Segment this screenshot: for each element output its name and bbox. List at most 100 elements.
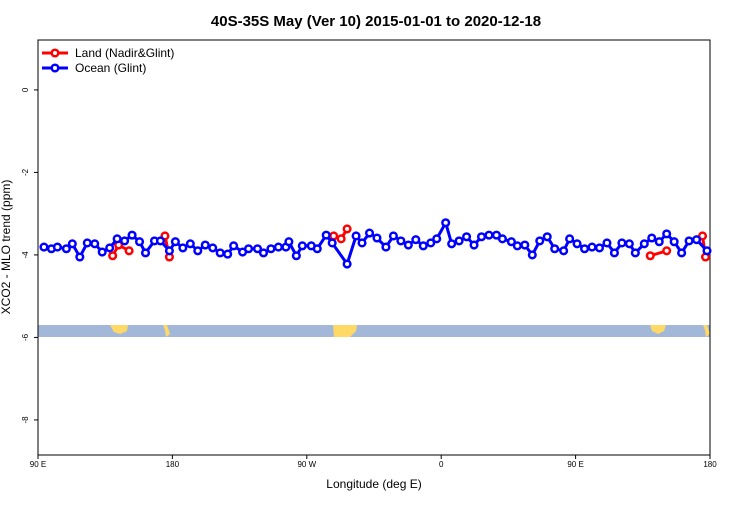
data-point [336, 234, 346, 244]
y-tick-label: 0 [21, 87, 30, 92]
data-point [654, 237, 664, 247]
data-point [572, 239, 582, 249]
data-point [90, 239, 100, 249]
data-point [342, 224, 352, 234]
data-point [82, 238, 92, 248]
data-point [39, 242, 49, 252]
land-patch [703, 325, 710, 337]
data-point [321, 230, 331, 240]
data-point [396, 236, 406, 246]
data-point [497, 234, 507, 244]
data-point [258, 248, 269, 258]
legend-marker [50, 48, 60, 58]
x-tick-label: 90 W [297, 460, 316, 469]
x-tick-label: 180 [703, 460, 717, 469]
data-point [297, 241, 307, 251]
data-point [155, 236, 166, 246]
data-point [462, 232, 472, 242]
y-tick-label: -6 [21, 333, 30, 341]
data-point [200, 240, 210, 250]
data-point [491, 230, 502, 240]
data-point [266, 244, 276, 254]
data-point [215, 248, 225, 258]
data-point [542, 232, 552, 242]
data-point [565, 234, 575, 244]
data-point [342, 259, 352, 269]
data-point [193, 246, 203, 256]
data-point [697, 231, 708, 241]
data-point [447, 239, 457, 249]
x-tick-label: 90 E [30, 460, 46, 469]
x-axis-label: Longitude (deg E) [326, 477, 421, 491]
data-point [97, 247, 107, 257]
data-point [252, 244, 263, 254]
data-point [134, 237, 145, 247]
data-point [61, 244, 71, 254]
data-point [178, 243, 188, 253]
x-tick-label: 180 [166, 460, 180, 469]
ocean-band [38, 325, 710, 337]
data-point [112, 234, 122, 244]
y-tick-label: -4 [21, 251, 30, 259]
data-point [411, 235, 421, 245]
data-point [432, 234, 442, 244]
data-point [127, 230, 137, 240]
data-point [124, 246, 134, 256]
x-tick-label: 90 E [567, 460, 583, 469]
land-patch [110, 325, 128, 334]
data-point [108, 251, 118, 261]
data-point [105, 243, 115, 253]
data-point [669, 237, 679, 247]
data-point [441, 218, 451, 228]
data-point [372, 233, 382, 243]
data-point [609, 248, 619, 258]
data-point [208, 243, 218, 253]
data-point [52, 242, 62, 252]
legend-label: Land (Nadir&Glint) [75, 46, 174, 60]
data-point [357, 238, 367, 248]
data-point [624, 239, 634, 249]
data-point [67, 239, 77, 249]
data-point [580, 244, 590, 254]
chart-title: 40S-35S May (Ver 10) 2015-01-01 to 2020-… [211, 13, 541, 30]
data-point [677, 248, 687, 258]
data-point [284, 237, 294, 247]
land-patch [333, 325, 357, 337]
data-point [484, 230, 494, 240]
land-patch [650, 325, 666, 334]
data-point [327, 238, 337, 248]
data-point [527, 250, 537, 260]
data-point [244, 244, 254, 254]
data-point [418, 241, 428, 251]
y-tick-label: -8 [21, 416, 30, 424]
data-point [639, 239, 649, 249]
data-point [630, 248, 640, 258]
data-point [170, 237, 180, 247]
data-point [229, 241, 239, 251]
data-point [140, 248, 151, 258]
data-point [645, 251, 655, 261]
data-point [223, 249, 233, 259]
data-point [702, 246, 712, 256]
data-point [647, 233, 657, 243]
data-point [364, 228, 375, 238]
data-point [535, 236, 545, 246]
data-point [594, 243, 605, 253]
map-strip [38, 325, 710, 337]
data-point [662, 246, 672, 256]
data-point [75, 252, 85, 262]
data-point [312, 244, 322, 254]
data-point [684, 236, 694, 246]
data-point [550, 244, 560, 254]
y-axis-label: XCO2 - MLO trend (ppm) [0, 180, 13, 315]
data-point [120, 236, 130, 246]
data-point [476, 232, 487, 242]
land-patch [163, 325, 170, 337]
data-point [291, 251, 301, 261]
data-point [329, 231, 339, 241]
data-point [454, 236, 464, 246]
legend-marker [50, 63, 60, 73]
data-point [559, 246, 569, 256]
y-tick-label: -2 [21, 168, 30, 176]
